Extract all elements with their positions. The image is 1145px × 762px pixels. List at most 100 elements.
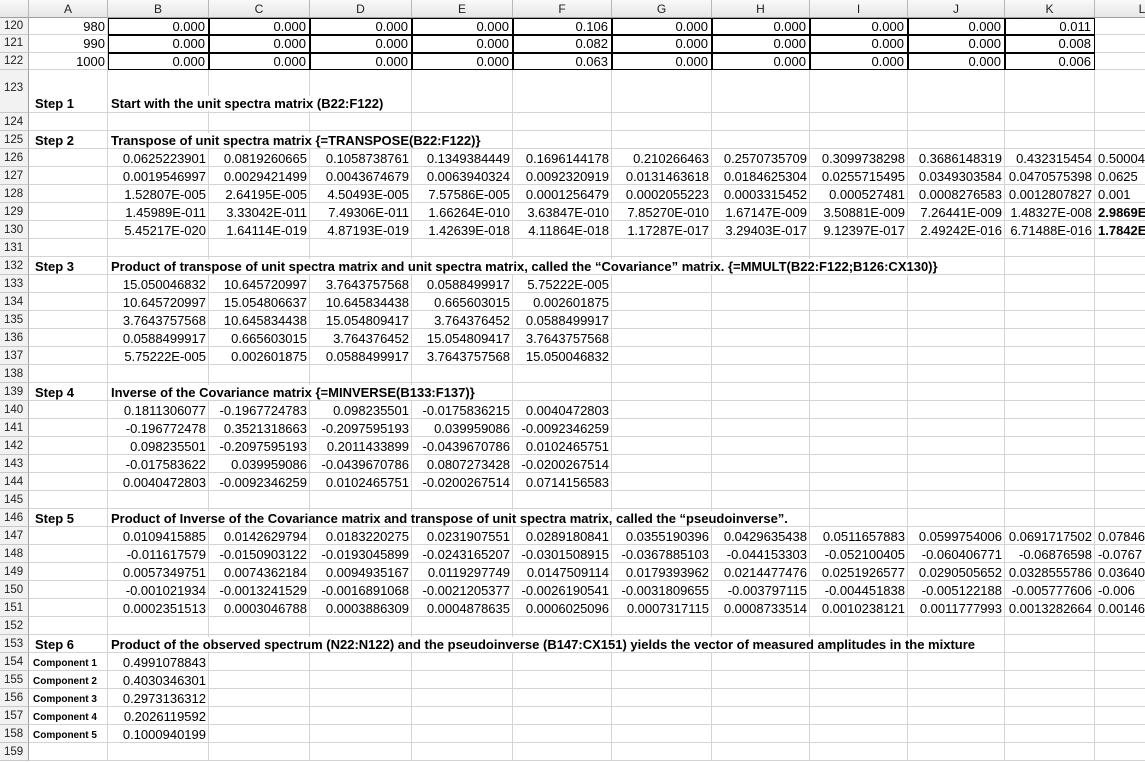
column-header[interactable]: K: [1005, 0, 1095, 18]
row-header[interactable]: 149: [0, 563, 29, 581]
row-header[interactable]: 143: [0, 455, 29, 473]
grid-cell: [209, 599, 310, 617]
row-header[interactable]: 159: [0, 743, 29, 761]
number: 0.0691717502: [1008, 528, 1092, 544]
row-header[interactable]: 155: [0, 671, 29, 689]
grid-cell: [712, 167, 810, 185]
grid-cell: [108, 203, 209, 221]
number-cell: 1000: [29, 53, 108, 70]
grid-cell: [810, 239, 908, 257]
number: 0.000527481: [829, 186, 905, 202]
row-header[interactable]: 121: [0, 35, 29, 53]
grid-cell: [712, 239, 810, 257]
row-header[interactable]: 144: [0, 473, 29, 491]
number: -0.0301508915: [521, 546, 609, 562]
number-cell: 0.50004: [1095, 149, 1145, 167]
grid-cell: [412, 311, 513, 329]
column-header[interactable]: A: [29, 0, 108, 18]
grid-cell: [1005, 257, 1095, 275]
grid-cell: [412, 419, 513, 437]
row-header[interactable]: 135: [0, 311, 29, 329]
column-header[interactable]: H: [712, 0, 810, 18]
text-cell: Component 2: [29, 671, 108, 689]
row-header[interactable]: 122: [0, 52, 29, 70]
row-header[interactable]: 132: [0, 257, 29, 275]
row-header[interactable]: 139: [0, 383, 29, 401]
number-cell: 1.66264E-010: [412, 203, 513, 221]
column-header[interactable]: C: [209, 0, 310, 18]
row-header[interactable]: 153: [0, 635, 29, 653]
row-header[interactable]: 151: [0, 599, 29, 617]
row-header[interactable]: 146: [0, 509, 29, 527]
number-cell: 0.0102465751: [513, 437, 612, 455]
number-cell: 5.75222E-005: [513, 275, 612, 293]
column-header[interactable]: F: [513, 0, 612, 18]
row-header[interactable]: 120: [0, 18, 29, 36]
row-header[interactable]: 148: [0, 545, 29, 563]
grid-cell: [108, 599, 209, 617]
row-header[interactable]: 154: [0, 653, 29, 671]
number: 0.665603015: [231, 330, 307, 346]
number: -0.0092346259: [521, 420, 609, 436]
grid-cell: [209, 527, 310, 545]
column-header[interactable]: E: [412, 0, 513, 18]
grid-cell: [1095, 383, 1145, 401]
row-header[interactable]: 156: [0, 689, 29, 707]
grid-cell: [712, 203, 810, 221]
column-header[interactable]: L: [1095, 0, 1145, 18]
grid-cell: [108, 491, 209, 509]
row-header[interactable]: 134: [0, 293, 29, 311]
grid-cell: [310, 203, 412, 221]
row-header[interactable]: 136: [0, 329, 29, 347]
number-cell: 0.000: [612, 52, 712, 70]
row-header[interactable]: 138: [0, 365, 29, 383]
row-header[interactable]: 125: [0, 131, 29, 149]
grid-cell: [310, 70, 412, 113]
grid-cell: [513, 707, 612, 725]
column-header[interactable]: G: [612, 0, 712, 18]
grid-cell: [209, 545, 310, 563]
row-header[interactable]: 140: [0, 401, 29, 419]
grid-cell: [29, 707, 108, 725]
number-cell: 0.002601875: [209, 347, 310, 365]
row-header[interactable]: 130: [0, 221, 29, 239]
row-header[interactable]: 124: [0, 113, 29, 131]
row-header[interactable]: 137: [0, 347, 29, 365]
grid-cell: [612, 689, 712, 707]
row-header[interactable]: 158: [0, 725, 29, 743]
grid-cell: [1005, 455, 1095, 473]
grid-cell: [612, 617, 712, 635]
row-header[interactable]: 152: [0, 617, 29, 635]
column-header[interactable]: I: [810, 0, 908, 18]
row-header[interactable]: 126: [0, 149, 29, 167]
grid-cell: [513, 70, 612, 113]
number: 1.66264E-010: [428, 204, 510, 220]
row-header[interactable]: 147: [0, 527, 29, 545]
row-header[interactable]: 157: [0, 707, 29, 725]
grid-cell: [712, 617, 810, 635]
number: 0.0008276583: [918, 186, 1002, 202]
number-cell: -0.0092346259: [513, 419, 612, 437]
row-header[interactable]: 141: [0, 419, 29, 437]
row-header[interactable]: 127: [0, 167, 29, 185]
row-header[interactable]: 128: [0, 185, 29, 203]
number: 0.0179393962: [625, 564, 709, 580]
number-cell: 0.2973136312: [108, 689, 209, 707]
row-header[interactable]: 123: [0, 70, 29, 113]
number: 0.0102465751: [525, 438, 609, 454]
row-header[interactable]: 145: [0, 491, 29, 509]
row-header[interactable]: 142: [0, 437, 29, 455]
row-header[interactable]: 133: [0, 275, 29, 293]
number-cell: -0.0175836215: [412, 401, 513, 419]
number: -0.004451838: [824, 582, 905, 598]
number-cell: 15.054809417: [412, 329, 513, 347]
column-header[interactable]: J: [908, 0, 1005, 18]
column-header[interactable]: B: [108, 0, 209, 18]
row-header[interactable]: 131: [0, 239, 29, 257]
grid-cell: [108, 149, 209, 167]
column-header[interactable]: D: [310, 0, 412, 18]
number: 0.07846: [1098, 528, 1145, 544]
number: 0.000: [273, 53, 306, 69]
row-header[interactable]: 129: [0, 203, 29, 221]
row-header[interactable]: 150: [0, 581, 29, 599]
